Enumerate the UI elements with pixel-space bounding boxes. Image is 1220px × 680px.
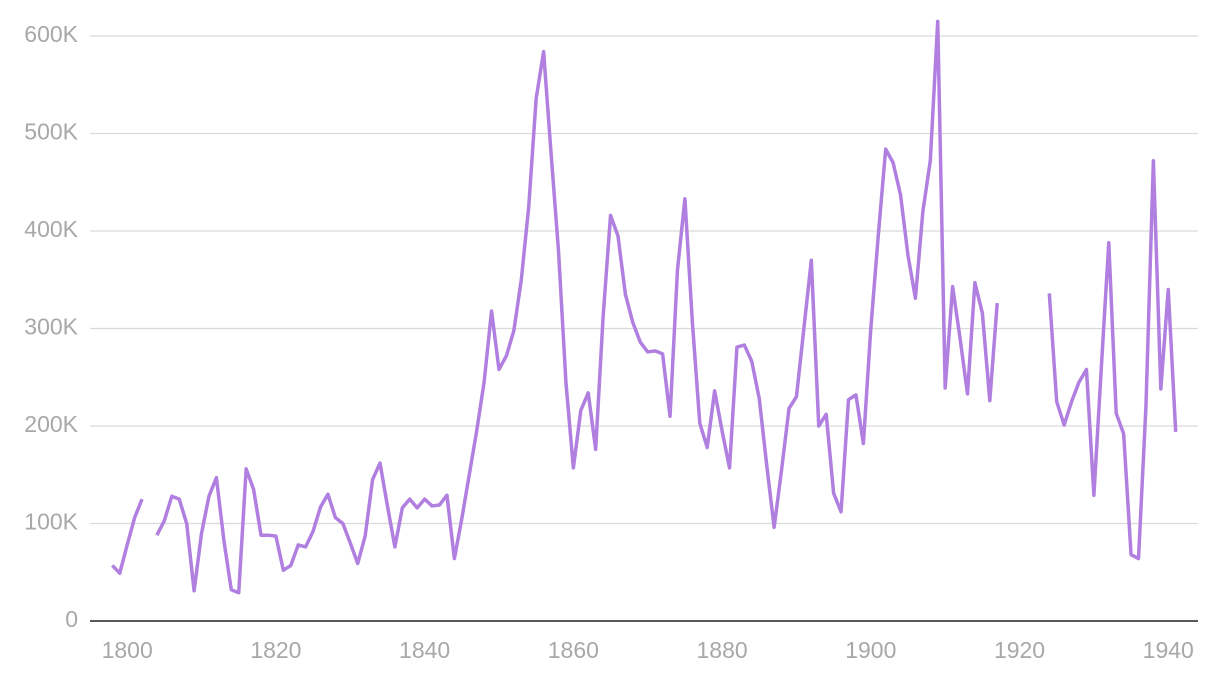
x-tick-label: 1840 <box>399 637 450 663</box>
y-tick-label: 500K <box>24 119 78 145</box>
y-tick-label: 0 <box>65 606 78 632</box>
x-tick-label: 1820 <box>250 637 301 663</box>
x-tick-label: 1860 <box>548 637 599 663</box>
x-tick-label: 1900 <box>845 637 896 663</box>
y-tick-label: 600K <box>24 21 78 47</box>
y-tick-label: 300K <box>24 314 78 340</box>
y-tick-label: 400K <box>24 216 78 242</box>
x-tick-label: 1800 <box>102 637 153 663</box>
y-tick-label: 200K <box>24 411 78 437</box>
x-tick-label: 1880 <box>696 637 747 663</box>
y-tick-label: 100K <box>24 509 78 535</box>
x-tick-label: 1940 <box>1143 637 1194 663</box>
data-line <box>111 19 1178 595</box>
x-tick-label: 1920 <box>994 637 1045 663</box>
